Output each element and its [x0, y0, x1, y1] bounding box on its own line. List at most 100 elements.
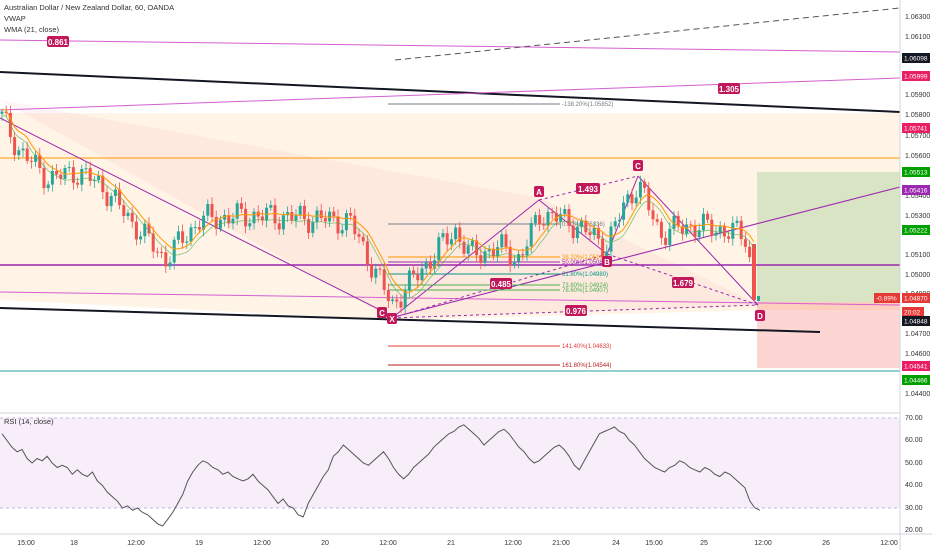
point-label-b: B: [604, 258, 610, 267]
candle-body: [714, 232, 718, 236]
ratio-badge-xab: [490, 278, 512, 289]
candle-body: [29, 160, 33, 162]
price-tag-label-0: 1.06098: [904, 56, 928, 63]
candle-body: [512, 261, 516, 266]
candle-body: [634, 197, 638, 204]
rsi-tick-4: 30.00: [905, 505, 923, 512]
candle-body: [407, 270, 411, 291]
target-zone: [757, 172, 900, 302]
candle-body: [88, 168, 92, 182]
candle-body: [533, 215, 537, 224]
price-tag-9: [902, 316, 930, 326]
candle-body: [496, 247, 500, 257]
candle-body: [244, 208, 248, 227]
candle-body: [34, 154, 38, 162]
candle-body: [449, 239, 453, 245]
candle-body: [80, 168, 84, 185]
candle-body: [550, 211, 554, 214]
candle-body: [97, 175, 101, 181]
candle-body: [441, 233, 445, 238]
purple-channel-line: [389, 186, 901, 319]
candle-body: [655, 219, 659, 222]
candle-body: [617, 219, 621, 222]
candle-body: [374, 268, 378, 278]
wma-legend: WMA (21, close): [4, 25, 60, 34]
fib-label-6: 78.60%(1.04907): [562, 288, 608, 294]
candle-body: [735, 220, 739, 223]
fib-label-3: 50.00%(1.05082): [562, 260, 608, 266]
candle-body: [622, 202, 626, 220]
candle-body: [55, 170, 59, 175]
candle-body: [399, 301, 403, 308]
candle-body: [685, 224, 689, 234]
ratio-label-xad: 0.976: [566, 307, 587, 316]
price-tag-label-10: 1.04541: [904, 364, 928, 371]
ratio-label-bcd: 1.679: [673, 279, 694, 288]
candle-body: [151, 233, 155, 252]
time-tick-0: 15:00: [17, 540, 35, 547]
candle-body: [235, 203, 239, 219]
point-badge-b: [602, 256, 612, 267]
candle-body: [323, 218, 327, 222]
price-tag-label-8: 20:02: [904, 310, 921, 317]
candle-body: [739, 220, 743, 240]
candle-body: [63, 167, 67, 179]
candle-body: [689, 224, 693, 226]
candle-body: [659, 221, 663, 238]
pattern-leg-xa: [391, 199, 540, 319]
rsi-line: [1, 424, 761, 527]
candle-body: [613, 221, 617, 227]
candle-body: [395, 299, 399, 302]
candle-body: [420, 268, 424, 281]
candle-body: [168, 262, 172, 267]
candle-body: [139, 236, 143, 240]
candle-body: [172, 239, 176, 263]
time-tick-8: 12:00: [504, 540, 522, 547]
candle-body: [59, 174, 63, 179]
candle-body: [454, 227, 458, 240]
candle-body: [105, 192, 109, 207]
ratio-badge-xad: [565, 305, 587, 316]
candle-body: [697, 230, 701, 238]
candle-body: [386, 290, 390, 302]
candle-body: [206, 203, 210, 216]
candle-body: [164, 252, 168, 267]
fib-label-5: 73.80%(1.04924): [562, 283, 608, 289]
candle-body: [248, 223, 252, 227]
candle-body: [118, 189, 122, 206]
rsi-band: [0, 418, 900, 508]
price-tag-8: [902, 307, 924, 317]
time-tick-13: 12:00: [754, 540, 772, 547]
candle-body: [626, 194, 630, 203]
candle-body: [239, 203, 243, 209]
candle-body: [458, 227, 462, 242]
candle-body: [437, 237, 441, 261]
point-label-a: A: [536, 188, 542, 197]
candle-body: [328, 211, 332, 222]
current-candle-body: [757, 296, 760, 301]
candle-body: [0, 111, 4, 114]
candle-body: [290, 211, 294, 221]
candle-body: [185, 241, 189, 243]
time-tick-11: 15:00: [645, 540, 663, 547]
candle-body: [332, 211, 336, 217]
price-tag-label-1: 1.05999: [904, 74, 928, 81]
candle-body: [155, 251, 159, 253]
fib-label-7: 141.40%(1.04633): [562, 344, 611, 350]
candle-body: [588, 232, 592, 235]
point-badge-c0: [377, 307, 387, 318]
price-tag-11: [902, 375, 930, 385]
candle-body: [529, 223, 533, 247]
candle-body: [584, 220, 588, 233]
candle-body: [361, 236, 365, 242]
candle-body: [748, 246, 752, 258]
fib-label-8: 161.80%(1.04544): [562, 363, 611, 369]
price-tick-4: 1.05700: [905, 133, 930, 140]
time-tick-1: 18: [70, 540, 78, 547]
candle-body: [101, 175, 105, 193]
candle-body: [193, 227, 197, 229]
candle-body: [517, 254, 521, 262]
time-tick-7: 21: [447, 540, 455, 547]
